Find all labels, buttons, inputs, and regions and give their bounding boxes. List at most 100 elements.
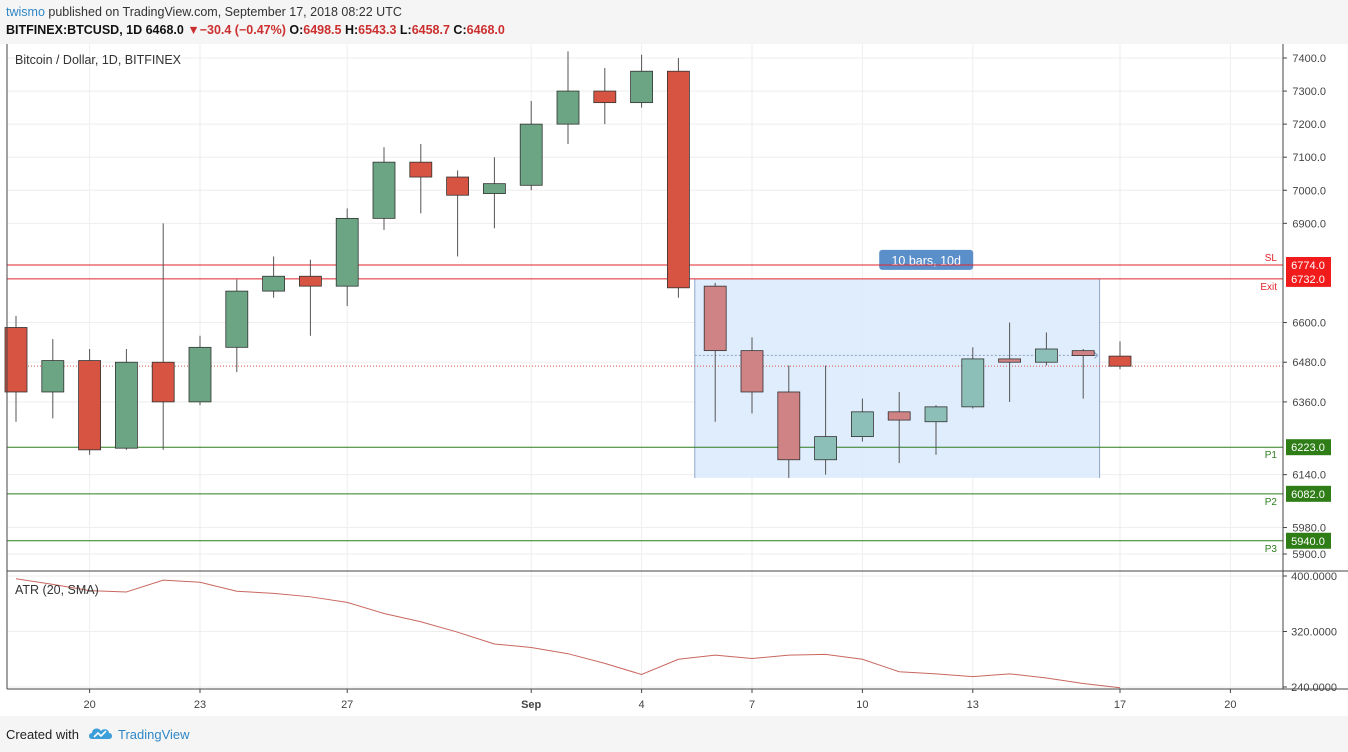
candle[interactable] (446, 170, 470, 257)
price-tick-label: 6140.0 (1292, 470, 1326, 482)
candle[interactable] (961, 347, 985, 409)
candle-body (151, 361, 175, 403)
time-tick-label: 4 (639, 699, 645, 711)
price-tick-label: 6600.0 (1292, 318, 1326, 330)
axes: 5900.0 5980.0 6140.0 6360.0 6480.0 6600.0 6900… (83, 53, 1337, 711)
candle[interactable] (262, 256, 286, 298)
price-tick-label: 6900.0 (1292, 218, 1326, 230)
level-price-tag-sl (1286, 256, 1331, 273)
time-tick-label: 23 (194, 699, 206, 711)
atr-pane-title: ATR (20, SMA) (15, 583, 99, 597)
horizontal-levels: SL Exit P1 P2 P3 (7, 253, 1283, 555)
price-tick-label: 7300.0 (1292, 86, 1326, 98)
candle[interactable] (1071, 348, 1095, 399)
author-link[interactable]: twismo (6, 5, 45, 19)
candle[interactable] (298, 259, 322, 336)
candle[interactable] (335, 208, 359, 306)
candle[interactable] (519, 100, 543, 191)
time-tick-label: 20 (1224, 699, 1236, 711)
price-tick-label: 5900.0 (1292, 549, 1326, 561)
candle-body (41, 360, 65, 393)
open-value: 6498.5 (303, 23, 342, 37)
low-label: L: (399, 23, 412, 37)
candle[interactable] (115, 348, 138, 450)
level-price-tag-text: 6774.0 (1291, 260, 1325, 272)
candle-body (519, 123, 543, 186)
candle[interactable] (482, 157, 506, 229)
high-value: 6543.3 (358, 23, 397, 37)
candle-body (667, 70, 690, 289)
candle[interactable] (41, 339, 65, 419)
candle-body (1071, 350, 1095, 357)
candle-body (1108, 355, 1132, 367)
created-with-label: Created with (6, 727, 79, 742)
candle[interactable] (1108, 341, 1132, 370)
candle-body (924, 406, 948, 423)
candle[interactable] (78, 348, 101, 455)
candle-body (298, 275, 322, 287)
tradingview-cloud-icon[interactable] (88, 725, 114, 741)
candle[interactable] (703, 282, 727, 422)
time-tick-label: 20 (83, 699, 95, 711)
open-label: O: (289, 23, 304, 37)
candle[interactable] (4, 315, 28, 422)
level-price-tag-exit (1286, 270, 1331, 287)
candle-body (593, 90, 617, 104)
grid (7, 44, 1283, 689)
price-tick-label: 7400.0 (1292, 53, 1326, 65)
candle[interactable] (188, 335, 212, 406)
candle-body (777, 391, 801, 461)
candle[interactable] (630, 54, 653, 108)
candle-body (556, 90, 580, 125)
tradingview-link[interactable]: TradingView (118, 727, 190, 742)
candle-body (372, 161, 396, 219)
time-tick-label: 13 (967, 699, 979, 711)
candle[interactable] (372, 147, 396, 230)
published-text: published on TradingView.com, September … (48, 5, 402, 19)
candle[interactable] (556, 51, 580, 144)
footer: Created with TradingView (0, 716, 1348, 752)
candle[interactable] (998, 322, 1021, 402)
level-label-p2: P2 (1265, 497, 1278, 508)
candle[interactable] (924, 405, 948, 455)
level-label-sl: SL (1265, 253, 1278, 264)
symbol-label: BITFINEX:BTCUSD, 1D (6, 23, 143, 37)
price-tick-label: 5980.0 (1292, 523, 1326, 535)
candle-body (887, 411, 911, 421)
candle[interactable] (814, 365, 837, 475)
candle-body (482, 183, 506, 194)
candle-body (851, 411, 874, 438)
price-change: −30.4 (−0.47%) (199, 23, 286, 37)
candle[interactable] (667, 58, 690, 298)
level-price-tag-p2 (1286, 485, 1331, 502)
candle[interactable] (887, 391, 911, 464)
level-price-tag-text: 6223.0 (1291, 442, 1325, 454)
candle[interactable] (851, 398, 874, 442)
candle[interactable] (593, 67, 617, 125)
candle-body (961, 358, 985, 408)
price-tick-label: 7100.0 (1292, 152, 1326, 164)
candle[interactable] (151, 223, 175, 450)
candle-body (1035, 348, 1058, 363)
date-range-label: 10 bars, 10d (891, 254, 961, 268)
date-range-arrow-icon (1094, 352, 1099, 359)
candle-body (446, 176, 470, 196)
candle-body (78, 360, 101, 451)
candle[interactable] (740, 337, 764, 414)
candle[interactable] (225, 279, 249, 373)
candle-body (814, 436, 837, 461)
chart-header: twismo published on TradingView.com, Sep… (0, 0, 1348, 44)
level-price-tag-p1 (1286, 439, 1331, 456)
candlestick-series[interactable] (4, 51, 1132, 478)
chart-area[interactable]: 10 bars, 10d SL Exit P1 P2 P3 5900.0 5980.0 61… (0, 44, 1348, 716)
symbol-info: BITFINEX:BTCUSD, 1D 6468.0 ▼−30.4 (−0.47… (6, 23, 505, 37)
candle[interactable] (1035, 332, 1058, 366)
atr-tick-label: 240.0000 (1291, 682, 1337, 694)
candle[interactable] (409, 143, 433, 214)
candle-body (262, 275, 286, 292)
atr-series (15, 578, 1121, 689)
level-label-p1: P1 (1265, 450, 1278, 461)
candle[interactable] (777, 365, 801, 478)
candle-body (630, 70, 653, 104)
time-tick-label: 10 (856, 699, 868, 711)
